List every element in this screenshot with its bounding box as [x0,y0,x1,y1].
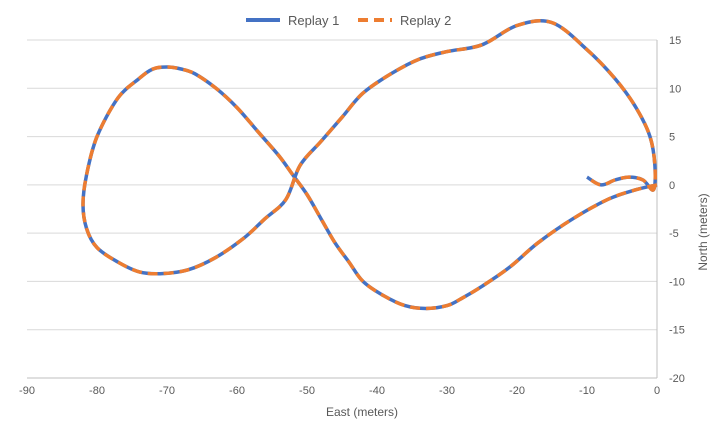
series-lines [81,19,658,311]
x-tick-label-6: -30 [439,385,455,397]
x-axis-title: East (meters) [326,405,398,419]
y-tick-label-7: 15 [669,35,681,47]
x-tick-label-2: -70 [159,385,175,397]
legend-label-replay-1: Replay 1 [288,13,339,28]
y-tick-label-2: -10 [669,276,685,288]
x-tick-label-5: -40 [369,385,385,397]
x-tick-label-7: -20 [509,385,525,397]
axes [27,40,658,379]
legend: Replay 1 Replay 2 [246,13,451,28]
x-tick-label-4: -50 [299,385,315,397]
x-tick-labels: -90 -80 -70 -60 -50 -40 -30 -20 -10 0 [19,385,660,397]
y-tick-label-5: 5 [669,132,675,144]
legend-label-replay-2: Replay 2 [400,13,451,28]
x-tick-label-8: -10 [579,385,595,397]
y-tick-label-1: -15 [669,325,685,337]
gridlines [27,39,657,379]
y-tick-label-4: 0 [669,180,675,192]
x-tick-label-3: -60 [229,385,245,397]
y-tick-label-6: 10 [669,83,681,95]
x-tick-label-9: 0 [654,385,660,397]
y-tick-label-3: -5 [669,228,679,240]
x-tick-label-1: -80 [89,385,105,397]
y-tick-label-0: -20 [669,373,685,385]
y-axis-title: North (meters) [696,193,710,270]
series-line-replay-1 [81,19,658,311]
x-tick-label-0: -90 [19,385,35,397]
series-line-replay-2 [81,19,658,311]
y-tick-labels: -20 -15 -10 -5 0 5 10 15 [669,35,685,385]
